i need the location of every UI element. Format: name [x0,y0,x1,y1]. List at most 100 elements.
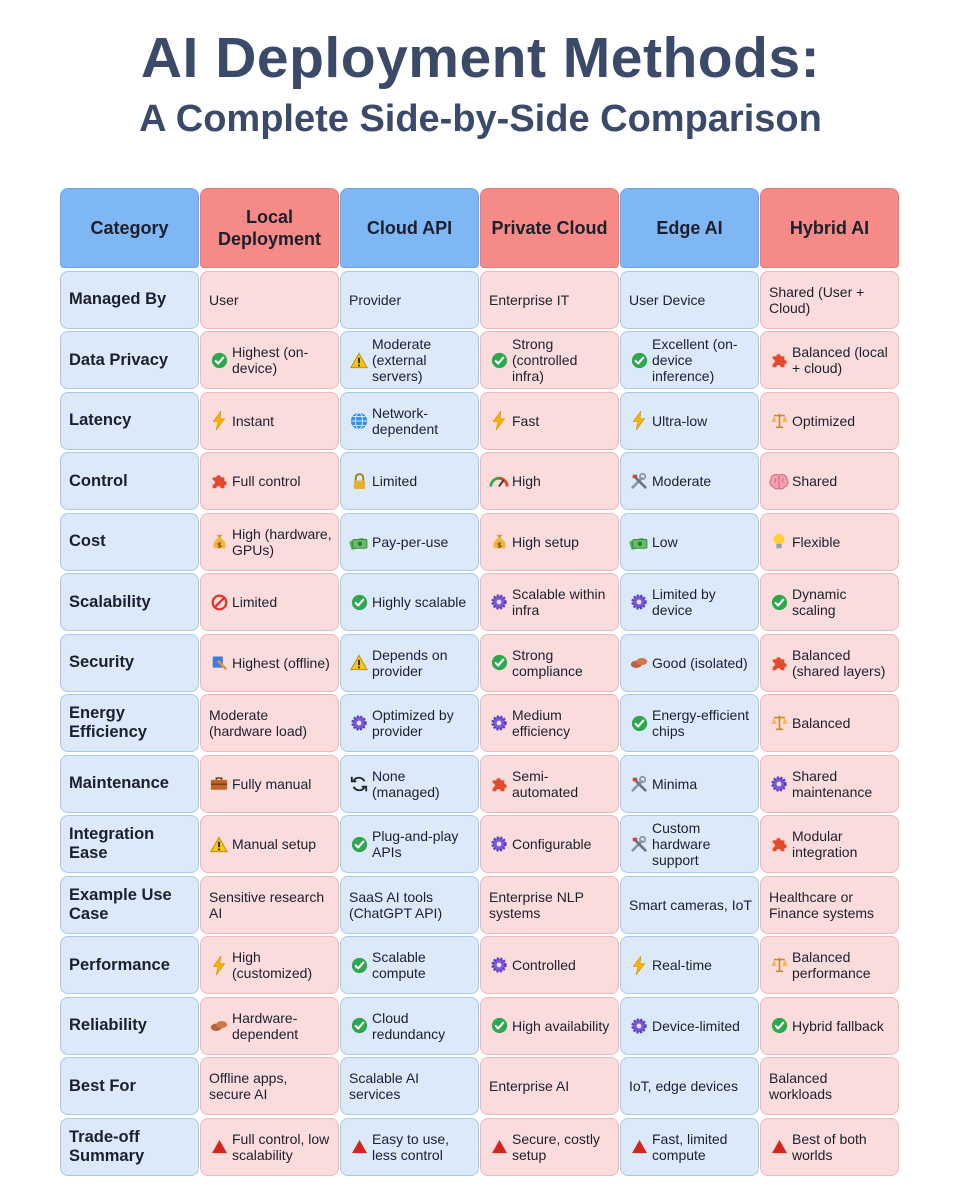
triangle-icon [769,1139,789,1154]
cell-text: Excellent (on-device inference) [652,336,738,384]
cell-text: Controlled [512,957,576,973]
cell-text: Pay-per-use [372,533,449,550]
table-cell-latency-hybrid-ai: Optimized [760,391,899,450]
cell-text: Balanced workloads [769,1070,833,1102]
table-cell-scalability-local-deployment: Limited [200,573,339,631]
row-label-integration-ease: Integration Ease [60,815,199,873]
offline-icon [209,654,229,671]
cell-text: Cloud redundancy [372,1009,446,1042]
column-header-local-deployment: Local Deployment [200,188,339,268]
cell-text: Moderate (hardware load) [209,707,308,739]
table-cell-managed-by-edge-ai: User Device [620,270,759,329]
table-cell-data-privacy-private-cloud: Strong (controlled infra) [480,331,619,389]
scales-icon [769,714,789,732]
row-label-example-use-case: Example Use Case [60,875,199,934]
table-cell-security-local-deployment: Highest (offline) [200,633,339,692]
table-cell-cost-hybrid-ai: Flexible [760,512,899,571]
table-cell-performance-local-deployment: High (customized) [200,936,339,994]
cell-text: Provider [349,291,402,308]
lightning-icon [209,955,229,975]
table-cell-best-for-edge-ai: IoT, edge devices [620,1057,759,1115]
cell-text: Dynamic scaling [792,586,847,618]
cell-text: Optimized by provider [372,707,454,739]
table-cell-control-cloud-api: Limited [340,452,479,510]
cell-text: Balanced performance [792,949,871,981]
table-cell-latency-edge-ai: Ultra-low [620,391,759,450]
check-icon [489,654,509,671]
cell-text: Enterprise AI [489,1078,570,1094]
cell-text: Depends on provider [372,646,448,679]
table-cell-maintenance-local-deployment: Fully manual [200,754,339,813]
table-cell-managed-by-hybrid-ai: Shared (User + Cloud) [760,270,899,329]
cell-text: Modular integration [792,828,858,860]
brain-icon [769,473,789,490]
table-cell-example-use-case-cloud-api: SaaS AI tools (ChatGPT API) [340,875,479,934]
row-label-data-privacy: Data Privacy [60,331,199,389]
warning-icon [349,351,369,369]
cell-text: Manual setup [232,836,317,852]
cell-text: Easy to use, less control [372,1130,450,1163]
toolbox-icon [209,776,229,791]
check-icon [349,594,369,611]
cell-text: High (customized) [232,949,313,981]
cell-text: Secure, costly setup [512,1130,600,1163]
gear-icon [489,956,509,974]
puzzle-icon [769,351,789,369]
cell-text: Flexible [792,533,841,550]
cell-text: Limited [232,594,278,610]
cell-text: Moderate (external servers) [372,336,432,384]
row-label-latency: Latency [60,391,199,450]
check-icon [349,836,369,853]
cell-text: Limited [372,473,418,489]
table-cell-cost-local-deployment: $ High (hardware, GPUs) [200,512,339,571]
table-cell-reliability-private-cloud: High availability [480,996,619,1055]
cell-text: None (managed) [372,767,440,800]
check-icon [629,715,649,732]
cell-text: User Device [629,291,706,308]
cell-text: Moderate [652,473,712,489]
row-label-maintenance: Maintenance [60,754,199,813]
cell-text: Shared [792,473,838,489]
cell-text: Enterprise NLP systems [489,888,584,921]
table-cell-integration-ease-cloud-api: Plug-and-play APIs [340,815,479,873]
table-cell-data-privacy-local-deployment: Highest (on-device) [200,331,339,389]
page-subtitle: A Complete Side-by-Side Comparison [139,98,822,140]
scales-icon [769,412,789,430]
cell-text: Balanced [792,715,851,731]
table-cell-performance-hybrid-ai: Balanced performance [760,936,899,994]
table-cell-energy-efficiency-private-cloud: Medium efficiency [480,694,619,752]
table-cell-managed-by-private-cloud: Enterprise IT [480,270,619,329]
gear-icon [629,1017,649,1035]
comparison-table: Category Local Deployment Cloud API Private… [60,188,900,1176]
check-icon [489,352,509,369]
cell-text: Scalable within infra [512,586,606,618]
gear-icon [629,593,649,611]
row-label-managed-by: Managed By [60,270,199,329]
table-cell-security-private-cloud: Strong compliance [480,633,619,692]
table-cell-reliability-edge-ai: Device-limited [620,996,759,1055]
cell-text: Ultra-low [652,412,708,429]
table-cell-latency-cloud-api: Network-dependent [340,391,479,450]
cell-text: Sensitive research AI [209,888,325,921]
lightning-icon [629,955,649,975]
table-cell-energy-efficiency-cloud-api: Optimized by provider [340,694,479,752]
gear-icon [489,714,509,732]
puzzle-icon [769,654,789,672]
table-cell-security-hybrid-ai: Balanced (shared layers) [760,633,899,692]
table-cell-managed-by-cloud-api: Provider [340,270,479,329]
table-cell-control-local-deployment: Full control [200,452,339,510]
table-cell-data-privacy-hybrid-ai: Balanced (local + cloud) [760,331,899,389]
cell-text: Low [652,533,678,550]
table-cell-trade-off-summary-cloud-api: Easy to use, less control [340,1117,479,1176]
column-header-private-cloud: Private Cloud [480,188,619,268]
cell-text: Real-time [652,957,712,973]
cell-text: Offline apps, secure AI [209,1070,288,1102]
table-cell-trade-off-summary-hybrid-ai: Best of both worlds [760,1117,899,1176]
svg-text:$: $ [216,540,221,549]
cell-text: Strong (controlled infra) [512,336,578,384]
lock-icon [349,472,369,490]
cell-text: Hardware-dependent [232,1009,299,1042]
table-cell-best-for-cloud-api: Scalable AI services [340,1057,479,1115]
table-cell-example-use-case-hybrid-ai: Healthcare or Finance systems [760,875,899,934]
cell-text: Scalable AI services [349,1070,420,1102]
